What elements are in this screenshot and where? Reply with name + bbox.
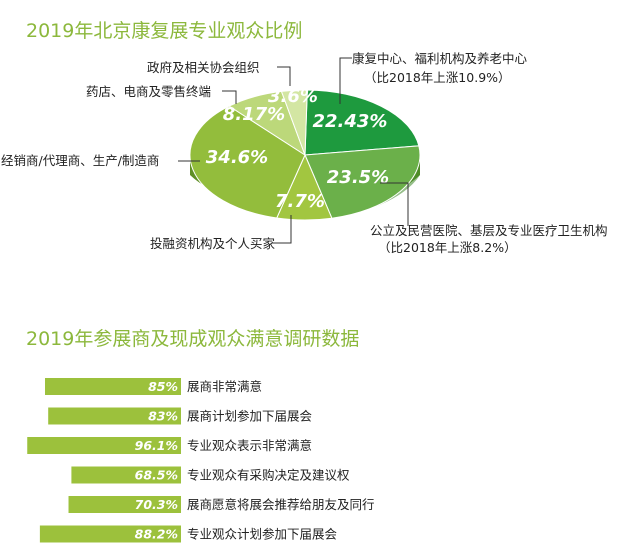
bar-value-2: 83% [148, 409, 178, 424]
bar-label-2: 展商计划参加下届展会 [187, 409, 313, 424]
bar-label-1: 展商非常满意 [187, 379, 262, 394]
bar-chart: 85% 展商非常满意 83% 展商计划参加下届展会 96.1% 专业观众表示非常满意 68.… [27, 378, 375, 543]
pie-label-pharmacy: 药店、电商及零售终端 [86, 84, 211, 99]
pie-value-rehab: 22.43% [313, 111, 388, 132]
pie-value-investor: 7.7% [275, 191, 325, 212]
pie-value-pharmacy: 8.17% [223, 104, 285, 125]
bar-1 [45, 378, 181, 395]
pie-slice-government [280, 89, 308, 156]
bar-6 [39, 525, 181, 543]
pie-chart-title: 2019年北京康复展专业观众比例 [26, 20, 302, 42]
bar-5 [68, 496, 181, 513]
pie-note-hospital: （比2018年上涨8.2%） [378, 240, 517, 255]
pie-note-rehab: （比2018年上涨10.9%） [364, 70, 511, 85]
bar-value-3: 96.1% [135, 438, 178, 453]
pie-slice-distributor [189, 105, 306, 219]
pie-slice-rehab [304, 89, 420, 156]
bar-label-3: 专业观众表示非常满意 [187, 438, 312, 453]
pie-value-government: 3.6% [268, 86, 318, 107]
bar-value-4: 68.5% [135, 468, 178, 483]
bar-label-5: 展商愿意将展会推荐给朋友及同行 [187, 497, 375, 512]
leader-line-hospital [380, 182, 409, 226]
pie-chart: 22.43% 23.5%7.7% 34.6% 8.17%3.6% [189, 86, 421, 221]
pie-label-government: 政府及相关协会组织 [147, 60, 260, 75]
pie-label-rehab: 康复中心、福利机构及养老中心 [352, 51, 528, 66]
pie-slice-hospital [304, 145, 421, 219]
bar-4 [71, 466, 181, 484]
pie-label-hospital: 公立及民营医院、基层及专业医疗卫生机构 [370, 223, 608, 238]
bar-2 [48, 407, 182, 425]
leader-line-investor [272, 215, 292, 244]
bar-value-1: 85% [148, 379, 178, 394]
pie-label-distributor: 经销商/代理商、生产/制造商 [1, 153, 159, 168]
pie-value-hospital: 23.5% [327, 167, 389, 188]
bar-value-5: 70.3% [135, 497, 178, 512]
pie-label-investor: 投融资机构及个人买家 [150, 236, 276, 251]
bar-label-6: 专业观众计划参加下届展会 [187, 527, 338, 542]
bar-chart-title: 2019年参展商及现成观众满意调研数据 [26, 328, 359, 350]
leader-line-rehab [339, 57, 352, 104]
bar-value-6: 88.2% [135, 527, 178, 542]
leader-line-government [277, 66, 291, 86]
bar-label-4: 专业观众有采购决定及建议权 [187, 468, 350, 483]
bar-3 [27, 437, 181, 454]
pie-value-distributor: 34.6% [206, 147, 268, 168]
leader-line-pharmacy [222, 90, 237, 104]
